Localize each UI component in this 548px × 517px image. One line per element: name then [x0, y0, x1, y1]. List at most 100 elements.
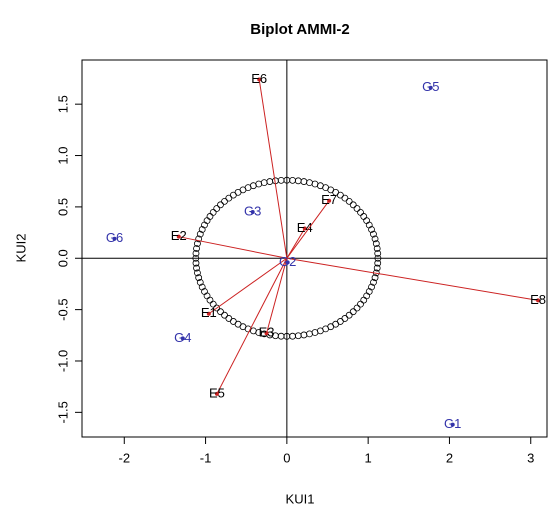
env-label: E1	[201, 305, 217, 320]
genotype-point	[112, 236, 117, 241]
circle-point	[363, 292, 371, 300]
circle-point	[198, 283, 206, 291]
genotype-point	[450, 422, 455, 427]
env-point	[214, 391, 219, 396]
x-axis-label: KUI1	[286, 491, 315, 506]
env-arrow	[258, 79, 288, 259]
circle-point	[294, 332, 302, 340]
y-tick-label: -1.5	[55, 401, 70, 423]
genotype-label: G3	[244, 203, 261, 218]
env-arrow	[286, 228, 306, 259]
circle-point	[306, 330, 313, 338]
circle-point	[374, 254, 382, 262]
circle-point	[368, 283, 375, 291]
circle-point	[374, 259, 382, 267]
circle-point	[289, 176, 296, 184]
env-label: E5	[209, 385, 225, 400]
env-label: E3	[259, 325, 275, 340]
env-label: E8	[530, 292, 546, 307]
genotype-point	[428, 85, 433, 90]
y-tick-label: 0.5	[55, 198, 70, 216]
env-arrow	[286, 257, 539, 301]
circle-point	[345, 311, 353, 319]
env-arrow	[266, 258, 288, 334]
y-tick-label: 1.0	[55, 146, 70, 164]
circle-point	[209, 300, 217, 308]
circle-point	[357, 300, 364, 308]
x-tick-label: -1	[200, 450, 212, 465]
circle-point	[217, 201, 224, 209]
env-point	[264, 331, 269, 336]
env-label: E4	[297, 220, 313, 235]
y-tick-label: 1.5	[55, 95, 70, 113]
circle-point	[217, 308, 224, 316]
circle-point	[225, 194, 233, 202]
x-tick-label: 2	[446, 450, 453, 465]
genotype-point	[250, 210, 255, 215]
circle-point	[336, 318, 344, 325]
circle-point	[198, 226, 206, 233]
circle-point	[349, 201, 357, 209]
x-tick-label: 0	[283, 450, 290, 465]
env-label: E6	[251, 71, 267, 86]
circle-point	[360, 296, 368, 304]
circle-point	[300, 178, 308, 185]
env-point	[257, 77, 262, 82]
plot-frame	[81, 59, 548, 438]
circle-point	[372, 240, 380, 248]
circle-point	[341, 315, 349, 322]
circle-point	[203, 217, 211, 225]
chart-title: Biplot AMMI-2	[250, 21, 349, 38]
env-point	[536, 298, 541, 303]
env-label: E2	[171, 228, 187, 243]
env-point	[302, 226, 307, 231]
genotype-label: G2	[279, 254, 296, 269]
circle-point	[360, 213, 368, 220]
circle-point	[213, 205, 221, 212]
circle-point	[277, 332, 285, 340]
circle-point	[229, 191, 237, 199]
circle-point	[192, 249, 200, 257]
circle-point	[311, 180, 319, 188]
circle-point	[370, 230, 377, 238]
env-arrow	[178, 236, 287, 259]
circle-point	[194, 269, 201, 277]
circle-point	[345, 197, 353, 205]
circle-point	[206, 296, 214, 304]
x-tick-label: 3	[527, 450, 534, 465]
circle-point	[374, 249, 382, 257]
circle-point	[206, 213, 214, 220]
genotype-label: G1	[444, 416, 461, 431]
circle-point	[195, 235, 203, 243]
env-label: E7	[321, 192, 337, 207]
x-tick-label: 1	[365, 450, 372, 465]
circle-point	[193, 264, 200, 272]
genotype-point	[285, 260, 290, 265]
circle-point	[341, 194, 349, 202]
x-tick-label: -2	[118, 450, 130, 465]
circle-point	[201, 221, 208, 229]
circle-point	[373, 264, 381, 272]
circle-point	[365, 288, 373, 295]
circle-point	[370, 278, 377, 286]
y-tick-label: -1.0	[55, 350, 70, 372]
circle-point	[221, 197, 228, 205]
circle-point	[371, 235, 379, 243]
env-point	[327, 198, 332, 203]
circle-point	[349, 308, 357, 316]
circle-point	[192, 254, 200, 262]
circle-point	[196, 230, 204, 238]
circle-point	[225, 315, 233, 322]
circle-point	[368, 226, 375, 233]
env-arrow	[286, 200, 330, 259]
circle-point	[209, 208, 217, 216]
circle-point	[266, 178, 274, 185]
genotype-label: G6	[106, 230, 123, 245]
circle-point	[203, 292, 211, 300]
circle-point	[353, 304, 361, 312]
genotype-point	[180, 336, 185, 341]
env-point	[176, 234, 181, 239]
circle-point	[196, 278, 204, 286]
circle-point	[306, 179, 313, 187]
circle-point	[363, 217, 371, 225]
